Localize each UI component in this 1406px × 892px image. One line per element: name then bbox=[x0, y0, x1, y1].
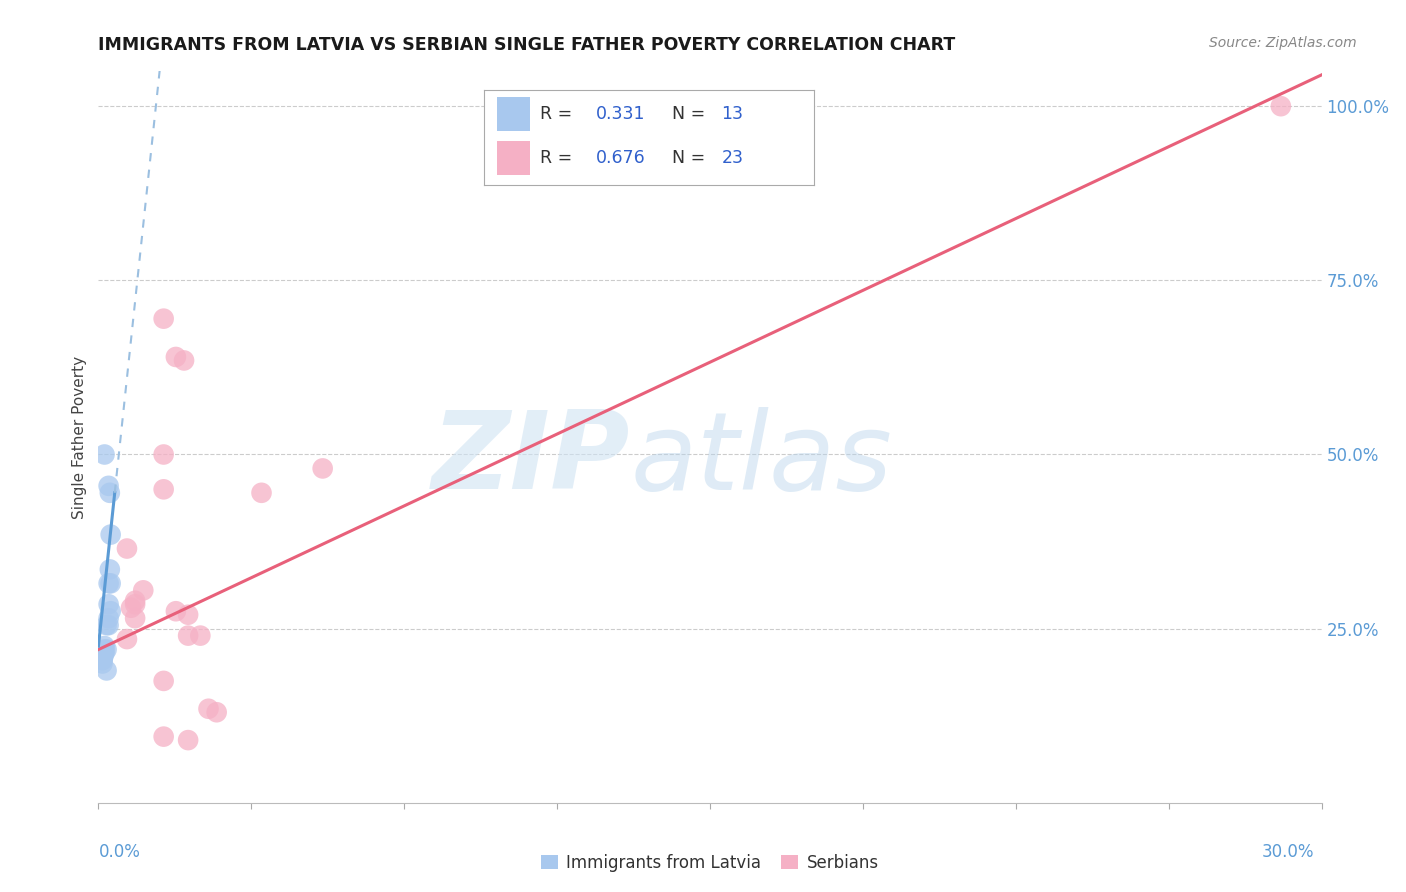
Point bbox=[197, 702, 219, 716]
Point bbox=[115, 632, 138, 646]
Point bbox=[98, 485, 121, 500]
Point bbox=[124, 597, 146, 611]
Point bbox=[96, 642, 118, 657]
Point bbox=[120, 600, 142, 615]
Point bbox=[1270, 99, 1292, 113]
Point bbox=[152, 483, 174, 497]
Text: 0.0%: 0.0% bbox=[98, 843, 141, 861]
Point bbox=[152, 311, 174, 326]
Point bbox=[100, 527, 122, 541]
Y-axis label: Single Father Poverty: Single Father Poverty bbox=[72, 356, 87, 518]
Point bbox=[177, 607, 200, 622]
Point bbox=[132, 583, 155, 598]
Point bbox=[177, 629, 200, 643]
Point bbox=[93, 646, 115, 660]
Point bbox=[177, 733, 200, 747]
Point bbox=[97, 576, 120, 591]
Point bbox=[91, 653, 114, 667]
Point bbox=[93, 639, 115, 653]
Point bbox=[100, 604, 122, 618]
Point bbox=[91, 653, 114, 667]
Point bbox=[100, 576, 122, 591]
Point bbox=[96, 618, 118, 632]
Point bbox=[124, 594, 146, 608]
Point bbox=[96, 664, 118, 678]
Point bbox=[91, 657, 114, 671]
Point bbox=[93, 448, 115, 462]
Point bbox=[152, 730, 174, 744]
Point bbox=[91, 649, 114, 664]
Point bbox=[173, 353, 195, 368]
Point bbox=[98, 562, 121, 576]
Point bbox=[91, 646, 114, 660]
Point bbox=[188, 629, 212, 643]
Text: Source: ZipAtlas.com: Source: ZipAtlas.com bbox=[1209, 36, 1357, 50]
Point bbox=[93, 642, 115, 657]
Point bbox=[152, 673, 174, 688]
Point bbox=[165, 604, 187, 618]
Text: atlas: atlas bbox=[630, 407, 893, 511]
Text: 30.0%: 30.0% bbox=[1263, 843, 1315, 861]
Point bbox=[250, 485, 273, 500]
Point bbox=[97, 611, 120, 625]
Point bbox=[205, 705, 228, 719]
Text: ZIP: ZIP bbox=[432, 406, 630, 512]
Point bbox=[97, 597, 120, 611]
Point bbox=[115, 541, 138, 556]
Point bbox=[97, 479, 120, 493]
Point bbox=[152, 448, 174, 462]
Point bbox=[124, 611, 146, 625]
Point bbox=[312, 461, 335, 475]
Text: IMMIGRANTS FROM LATVIA VS SERBIAN SINGLE FATHER POVERTY CORRELATION CHART: IMMIGRANTS FROM LATVIA VS SERBIAN SINGLE… bbox=[98, 36, 956, 54]
Point bbox=[165, 350, 187, 364]
Legend: Immigrants from Latvia, Serbians: Immigrants from Latvia, Serbians bbox=[534, 847, 886, 879]
Point bbox=[97, 618, 120, 632]
